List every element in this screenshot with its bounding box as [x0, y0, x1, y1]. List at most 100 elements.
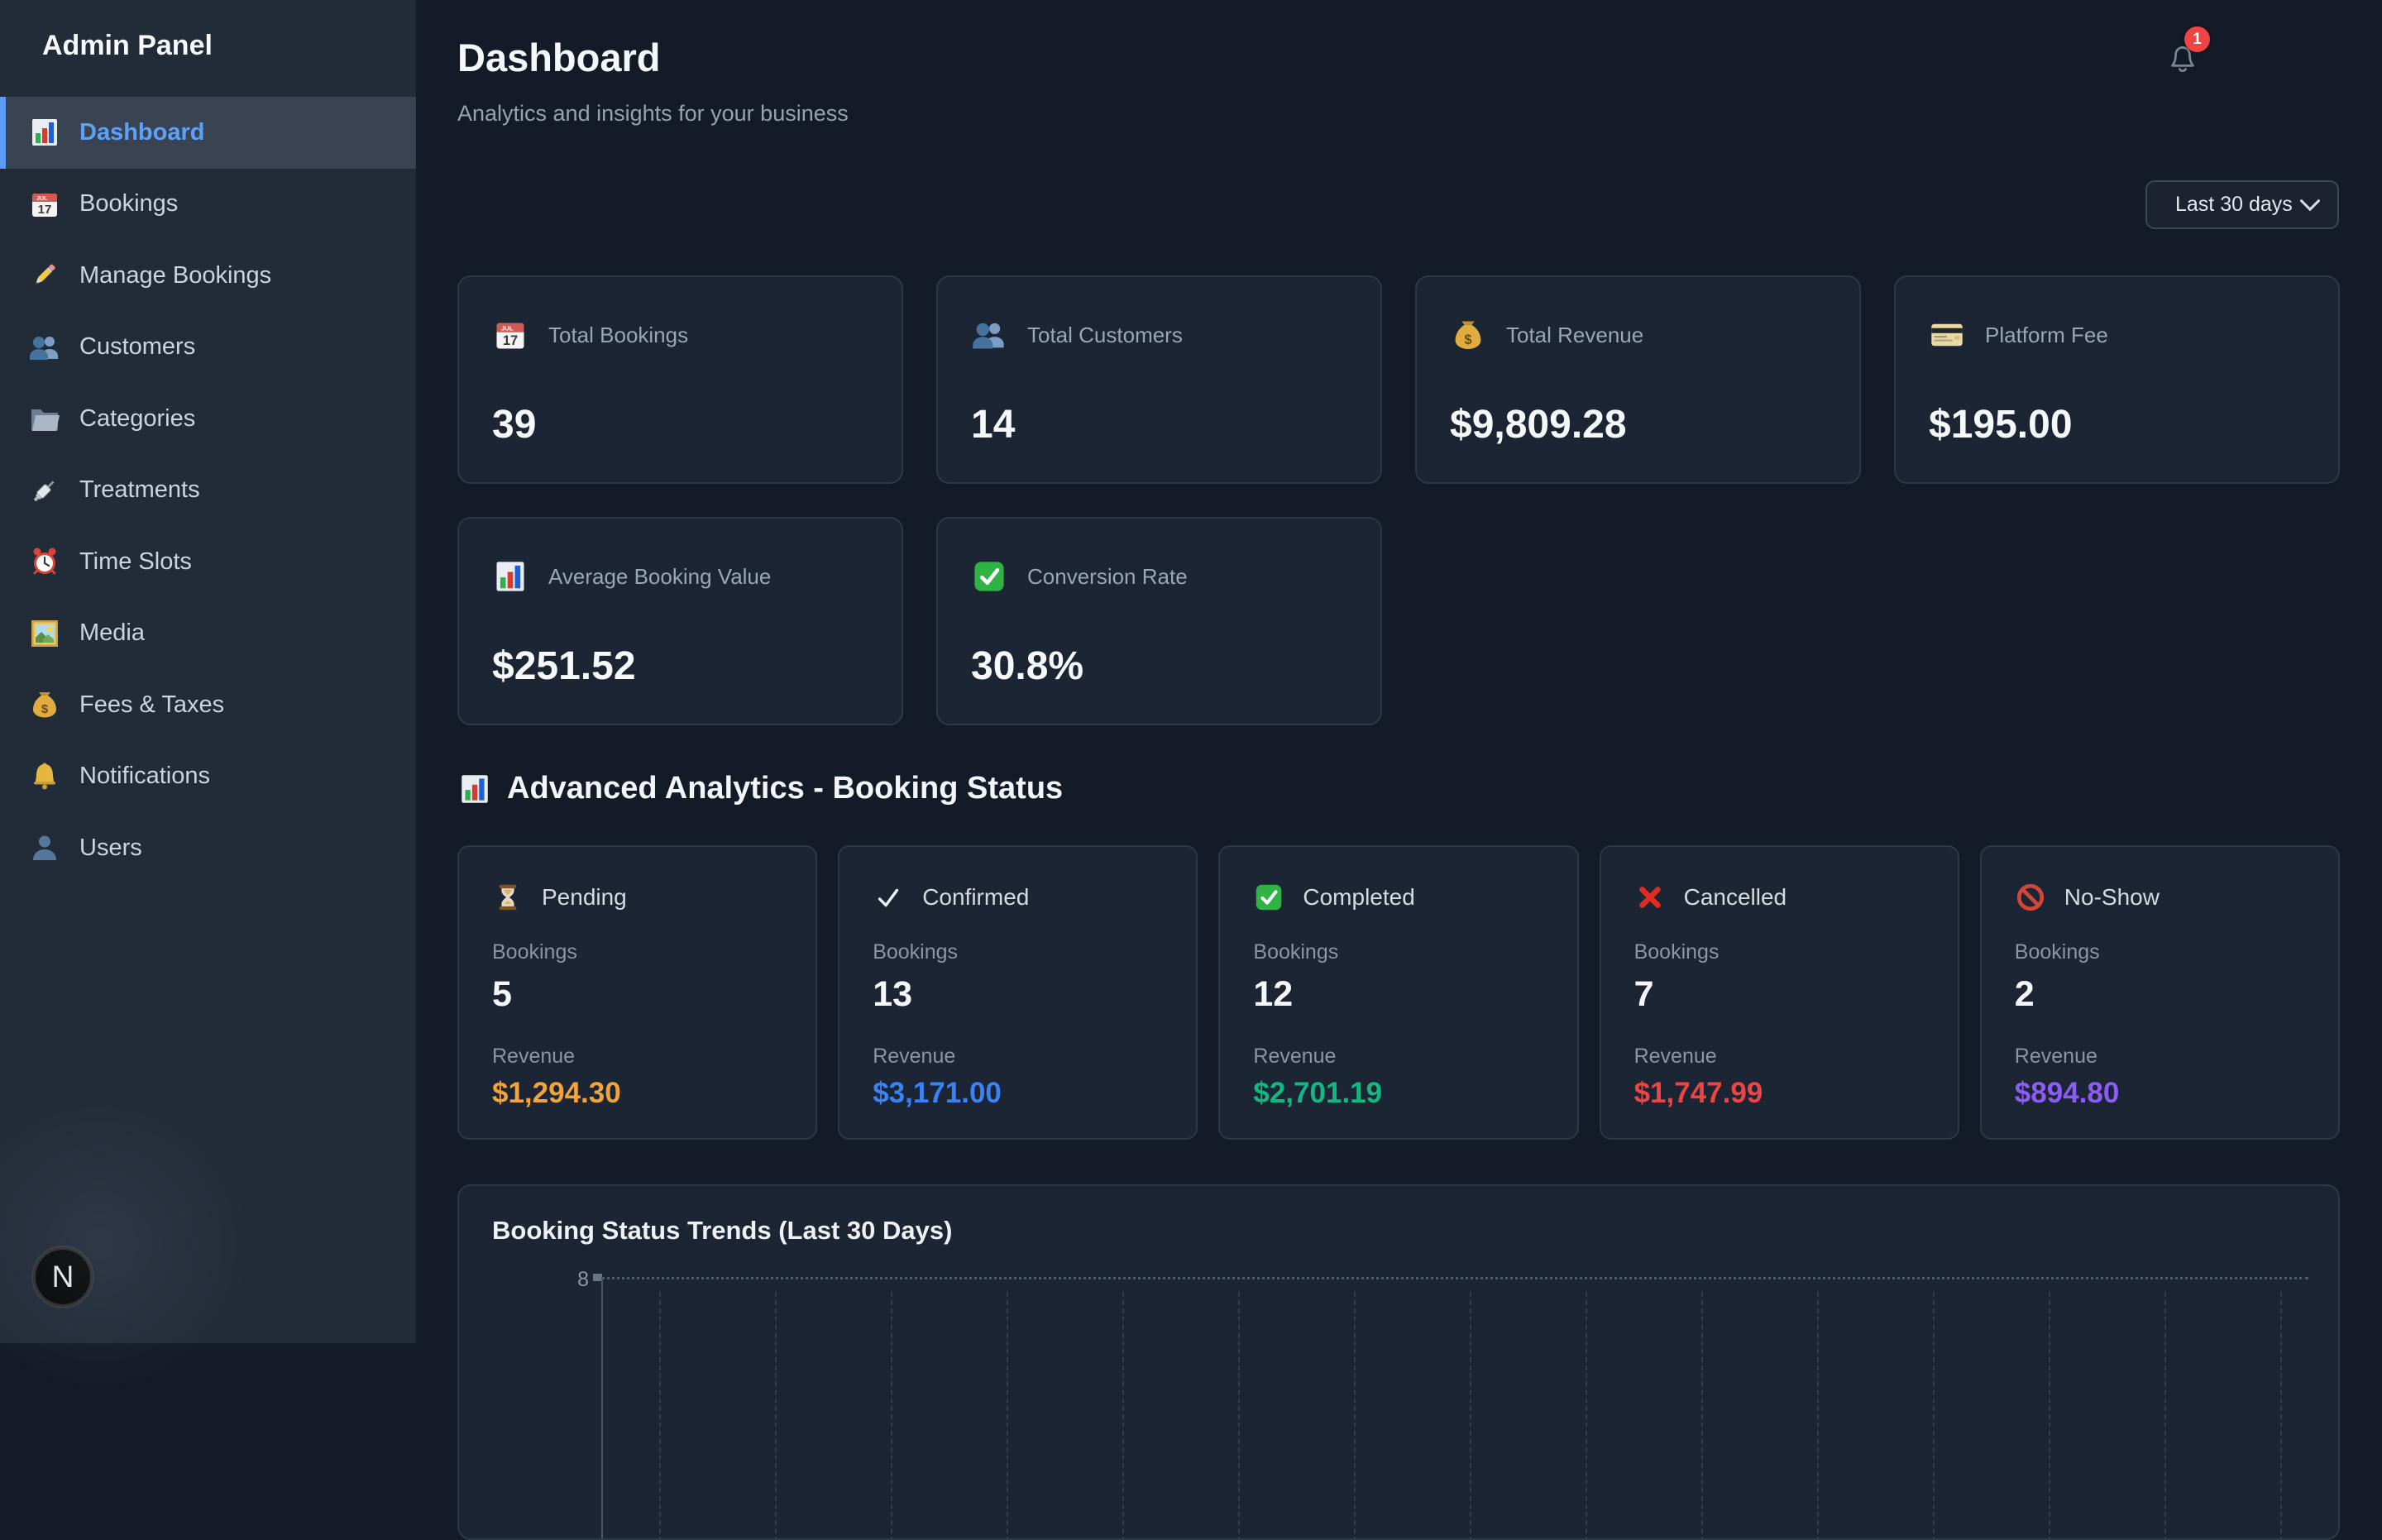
svg-text:JUL: JUL [36, 196, 48, 202]
check-button-icon [1253, 882, 1284, 913]
chart-gridline-vertical [1007, 1292, 1008, 1538]
bookings-count: 5 [492, 974, 512, 1014]
status-card-cancelled: Cancelled Bookings 7 Revenue $1,747.99 [1599, 845, 1959, 1140]
chart-gridline-vertical [1586, 1292, 1587, 1538]
chart-gridline-top [601, 1277, 2308, 1279]
money-bag-icon: $ [28, 688, 61, 721]
stats-grid: JUL 17 Total Bookings 39 Total Customers … [457, 275, 2340, 725]
credit-card-icon [1929, 317, 1965, 353]
sidebar-item-fees-taxes[interactable]: $ Fees & Taxes [0, 669, 416, 741]
stat-value: $195.00 [1929, 403, 2073, 447]
status-card-pending: Pending Bookings 5 Revenue $1,294.30 [457, 845, 818, 1140]
cross-mark-icon [1634, 882, 1666, 913]
sidebar: Admin Panel Dashboard JUL 17 Bookings Man… [0, 0, 416, 1401]
revenue-label: Revenue [1633, 1045, 1717, 1068]
bell-icon [28, 760, 61, 793]
stat-card-total-revenue: $ Total Revenue $9,809.28 [1415, 275, 1861, 484]
app-title: Admin Panel [42, 30, 213, 61]
chart-gridline-vertical [2164, 1292, 2166, 1538]
chart-gridline-vertical [891, 1292, 892, 1538]
framed-picture-icon [28, 617, 61, 650]
svg-text:$: $ [41, 702, 49, 716]
date-range-select[interactable]: Last 30 days [2145, 180, 2339, 229]
bar-chart-icon [457, 772, 492, 806]
prohibited-icon [2015, 882, 2046, 913]
stat-label: Total Revenue [1506, 322, 1644, 347]
people-icon [971, 317, 1007, 353]
svg-text:JUL: JUL [501, 325, 514, 332]
bookings-count: 13 [873, 974, 913, 1014]
status-card-confirmed: Confirmed Bookings 13 Revenue $3,171.00 [838, 845, 1198, 1140]
stat-label: Total Bookings [548, 322, 689, 347]
notifications-button[interactable]: 1 [2164, 26, 2222, 89]
analytics-section-title: Advanced Analytics - Booking Status [507, 771, 1064, 806]
page-title: Dashboard [457, 36, 661, 79]
chevron-down-icon [2299, 198, 2321, 212]
sidebar-item-label: Customers [79, 333, 196, 361]
open-folder-icon [28, 402, 61, 435]
sidebar-item-media[interactable]: Media [0, 598, 416, 670]
stat-value: 39 [492, 403, 537, 447]
sidebar-item-customers[interactable]: Customers [0, 312, 416, 384]
y-axis-tick-label: 8 [577, 1268, 589, 1291]
stat-card-platform-fee: Platform Fee $195.00 [1894, 275, 2340, 484]
revenue-value: $894.80 [2014, 1077, 2120, 1109]
sidebar-item-users[interactable]: Users [0, 812, 416, 884]
sidebar-item-label: Media [79, 619, 145, 647]
bookings-label: Bookings [492, 940, 577, 964]
money-bag-icon: $ [1450, 317, 1486, 353]
avatar[interactable]: N [33, 1247, 93, 1307]
status-name: No-Show [2064, 884, 2160, 910]
stat-label: Total Customers [1027, 322, 1183, 347]
stat-label: Platform Fee [1985, 322, 2108, 347]
sidebar-item-label: Bookings [79, 190, 179, 218]
people-icon [28, 331, 61, 364]
sidebar-item-label: Treatments [79, 476, 200, 504]
bookings-label: Bookings [1633, 940, 1720, 964]
status-name: Pending [542, 884, 627, 910]
check-plain-icon [873, 882, 904, 913]
stat-value: $9,809.28 [1450, 403, 1627, 447]
revenue-label: Revenue [1253, 1045, 1337, 1068]
sidebar-item-categories[interactable]: Categories [0, 383, 416, 455]
sidebar-item-dashboard[interactable]: Dashboard [0, 97, 416, 169]
revenue-value: $2,701.19 [1253, 1077, 1383, 1109]
sidebar-item-notifications[interactable]: Notifications [0, 741, 416, 813]
stat-card-average-booking-value: Average Booking Value $251.52 [457, 517, 903, 725]
bookings-count: 12 [1253, 974, 1294, 1014]
sidebar-item-label: Notifications [79, 763, 210, 790]
sidebar-item-time-slots[interactable]: Time Slots [0, 526, 416, 598]
svg-text:$: $ [1464, 332, 1471, 347]
bar-chart-icon [492, 558, 529, 595]
page-subtitle: Analytics and insights for your business [457, 101, 849, 126]
stat-label: Conversion Rate [1027, 563, 1188, 589]
bell-outline-icon [2164, 40, 2202, 78]
pencil-icon [28, 259, 61, 292]
bookings-count: 2 [2014, 974, 2035, 1014]
bookings-label: Bookings [1253, 940, 1339, 964]
calendar-icon: JUL 17 [28, 188, 61, 221]
revenue-label: Revenue [2014, 1045, 2097, 1068]
analytics-section-header: Advanced Analytics - Booking Status [457, 771, 1063, 806]
status-name: Confirmed [922, 884, 1030, 910]
sidebar-item-bookings[interactable]: JUL 17 Bookings [0, 169, 416, 241]
stat-label: Average Booking Value [548, 563, 772, 589]
status-card-completed: Completed Bookings 12 Revenue $2,701.19 [1218, 845, 1579, 1140]
chart-gridline-vertical [659, 1292, 661, 1538]
sidebar-item-manage-bookings[interactable]: Manage Bookings [0, 240, 416, 312]
y-axis-tick-mark [593, 1274, 602, 1281]
sidebar-nav: Dashboard JUL 17 Bookings Manage Bookings… [0, 97, 416, 884]
sidebar-item-label: Fees & Taxes [79, 691, 225, 718]
sidebar-item-label: Categories [79, 404, 196, 432]
sidebar-item-treatments[interactable]: Treatments [0, 455, 416, 527]
sidebar-item-label: Time Slots [79, 548, 192, 575]
bookings-count: 7 [1633, 974, 1654, 1014]
bar-chart-icon [28, 116, 61, 149]
status-card-no-show: No-Show Bookings 2 Revenue $894.80 [1979, 845, 2340, 1140]
chart-gridline-vertical [775, 1292, 777, 1538]
chart-gridline-vertical [1933, 1292, 1935, 1538]
avatar-initial: N [51, 1260, 74, 1294]
chart-gridline-vertical [1470, 1292, 1471, 1538]
chart-gridline-vertical [1238, 1292, 1240, 1538]
stat-value: 14 [971, 403, 1016, 447]
